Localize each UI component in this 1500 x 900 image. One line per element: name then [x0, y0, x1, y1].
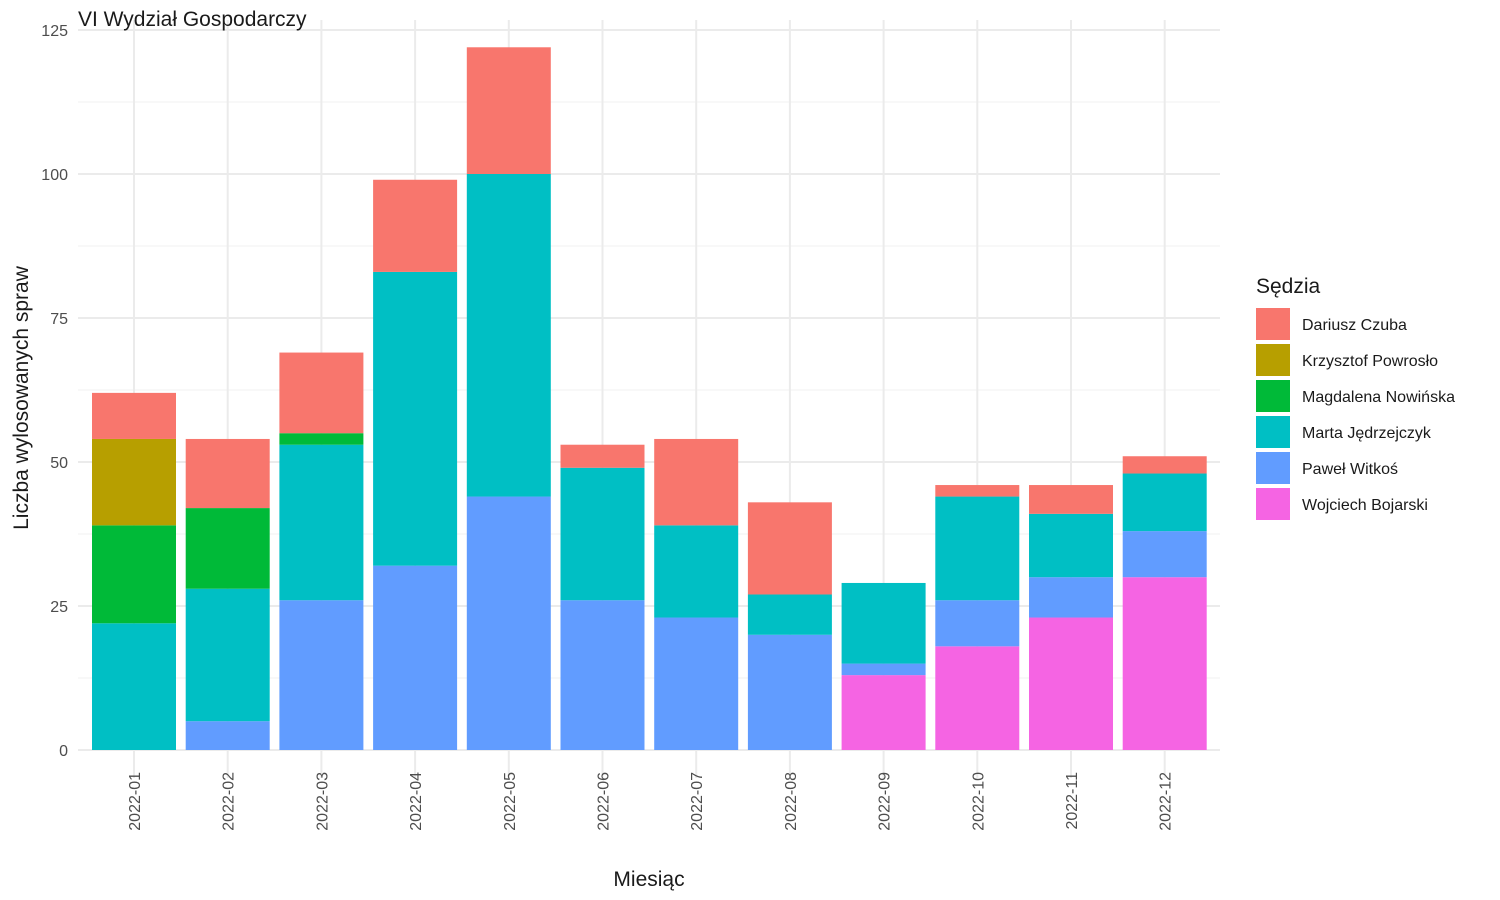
legend-items: Dariusz Czuba Krzysztof Powrosło Magdalena… [1256, 308, 1455, 520]
bar-segment [747, 594, 832, 635]
legend-swatch [1256, 308, 1290, 340]
bar-segment [92, 392, 176, 439]
bar-segment [1029, 485, 1113, 514]
x-tick-label: 2022-02 [221, 772, 238, 831]
x-axis-title: Miesiąc [613, 868, 684, 891]
bar-segment [1029, 513, 1113, 578]
bar-segment [747, 502, 832, 595]
x-tick-label: 2022-07 [689, 772, 706, 831]
bar-segment [841, 582, 926, 664]
bar-segment [185, 508, 270, 589]
bar-segment [935, 485, 1020, 497]
bar-segment [654, 525, 739, 618]
legend-label: Paweł Witkoś [1302, 461, 1398, 478]
bar-segment [466, 174, 551, 497]
bar-segment [654, 617, 739, 750]
bar-segment [1122, 531, 1207, 578]
x-tick-label: 2022-03 [314, 772, 331, 831]
bar-segment [654, 438, 739, 526]
bar-segment [92, 438, 176, 526]
legend-swatch [1256, 380, 1290, 412]
bar-segment [279, 433, 364, 445]
legend-label: Krzysztof Powrosło [1302, 353, 1438, 370]
x-tick-label: 2022-06 [596, 772, 613, 831]
y-tick-label: 100 [41, 167, 68, 184]
bar-segment [92, 525, 176, 624]
x-tick-label: 2022-10 [970, 772, 987, 831]
x-tick-label: 2022-05 [502, 772, 519, 831]
bar-segment [1122, 577, 1207, 750]
x-tick-label: 2022-01 [127, 772, 144, 831]
bar-segment [373, 565, 458, 750]
legend-swatch [1256, 452, 1290, 484]
x-tick-label: 2022-09 [877, 772, 894, 831]
bar-segment [935, 496, 1020, 601]
bar-segment [185, 721, 270, 750]
bar-segment [1029, 577, 1113, 618]
bar-segment [466, 47, 551, 174]
bar-segment [841, 663, 926, 676]
legend-swatch [1256, 488, 1290, 520]
y-tick-label: 25 [50, 599, 68, 616]
bar-segment [279, 600, 364, 750]
y-axis-ticks: 0 25 50 75 100 125 [41, 23, 68, 760]
bar-segment [935, 646, 1020, 750]
bar-segment [1122, 456, 1207, 474]
legend-title: Sędzia [1256, 275, 1321, 298]
y-tick-label: 75 [50, 311, 68, 328]
bar-segment [466, 496, 551, 750]
legend: Sędzia Dariusz Czuba Krzysztof Powrosło Ma… [1256, 275, 1455, 520]
bar-segment [935, 600, 1020, 647]
legend-swatch [1256, 344, 1290, 376]
y-tick-label: 0 [59, 743, 68, 760]
bar-segment [92, 623, 176, 750]
bars [92, 47, 1207, 750]
bar-segment [373, 271, 458, 566]
legend-label: Wojciech Bojarski [1302, 497, 1428, 514]
y-tick-label: 50 [50, 455, 68, 472]
bar-segment [185, 438, 270, 509]
x-tick-label: 2022-12 [1158, 772, 1175, 831]
bar-segment [373, 179, 458, 272]
y-tick-label: 125 [41, 23, 68, 40]
x-axis-ticks: 2022-01 2022-02 2022-03 2022-04 2022-05 2022-… [127, 772, 1175, 831]
bar-segment [560, 600, 645, 750]
x-tick-label: 2022-04 [408, 772, 425, 831]
bar-segment [185, 588, 270, 722]
bar-segment [1029, 617, 1113, 750]
legend-label: Magdalena Nowińska [1302, 389, 1455, 406]
legend-label: Dariusz Czuba [1302, 317, 1407, 334]
bar-segment [560, 467, 645, 601]
x-tick-label: 2022-08 [783, 772, 800, 831]
bar-segment [279, 444, 364, 601]
chart-title: VI Wydział Gospodarczy [78, 8, 307, 31]
legend-swatch [1256, 416, 1290, 448]
legend-label: Marta Jędrzejczyk [1302, 425, 1432, 442]
bar-segment [1122, 473, 1207, 532]
bar-segment [841, 675, 926, 750]
bar-segment [560, 444, 645, 468]
y-axis-title: Liczba wylosowanych spraw [10, 265, 33, 530]
x-tick-label: 2022-11 [1064, 772, 1081, 830]
bar-segment [747, 634, 832, 750]
bar-segment [279, 352, 364, 434]
